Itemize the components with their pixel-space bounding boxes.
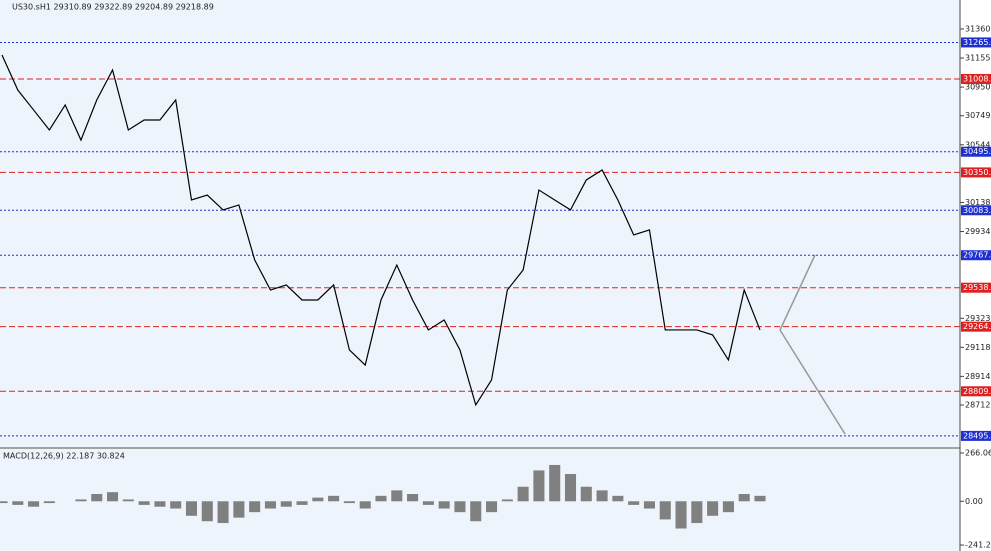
macd-bar bbox=[107, 492, 119, 502]
y-tick-label: 29323.30 bbox=[965, 314, 991, 323]
macd-bar bbox=[185, 501, 198, 516]
price-line bbox=[1, 54, 761, 407]
level-label: 29264.1 bbox=[963, 322, 991, 331]
macd-bar bbox=[28, 501, 40, 507]
macd-bar bbox=[264, 501, 276, 509]
y-tick-label: 30138.60 bbox=[965, 198, 991, 207]
macd-bar bbox=[43, 501, 55, 504]
y-tick-label: 31360.00 bbox=[965, 24, 991, 33]
chart-title: US30.sH1 29310.89 29322.89 29204.89 2921… bbox=[12, 3, 214, 12]
macd-bar bbox=[75, 499, 87, 502]
level-label: 28809.3 bbox=[963, 387, 991, 396]
macd-bar bbox=[296, 501, 308, 505]
level-label: 30495.8 bbox=[963, 147, 991, 156]
macd-bar bbox=[328, 495, 340, 502]
macd-bar bbox=[217, 501, 229, 524]
macd-bar bbox=[501, 499, 513, 502]
macd-bar bbox=[675, 501, 687, 529]
macd-bar bbox=[754, 495, 766, 502]
main-panel bbox=[0, 0, 960, 447]
macd-bar bbox=[612, 495, 624, 502]
macd-bar bbox=[738, 494, 750, 502]
macd-bar bbox=[707, 501, 719, 516]
y-tick-label: 30544.70 bbox=[965, 140, 991, 149]
level-label: 30083.7 bbox=[963, 206, 991, 215]
macd-bar bbox=[691, 501, 703, 524]
macd-title: MACD(12,26,9) 22.187 30.824 bbox=[3, 452, 125, 461]
level-label: 29538.5 bbox=[963, 283, 991, 292]
y-tick-label: 29118.70 bbox=[965, 343, 991, 352]
macd-bar bbox=[91, 494, 103, 502]
macd-bar bbox=[280, 501, 292, 507]
forecast-arrow-up bbox=[779, 254, 816, 331]
level-tag bbox=[961, 205, 991, 216]
macd-bar bbox=[486, 501, 498, 513]
macd-bar bbox=[517, 486, 529, 502]
macd-bar bbox=[596, 490, 608, 502]
macd-bar bbox=[659, 501, 671, 520]
macd-bar bbox=[249, 501, 261, 513]
macd-bar bbox=[564, 474, 577, 502]
macd-bar bbox=[454, 501, 466, 513]
macd-bar bbox=[122, 499, 134, 502]
level-tag bbox=[961, 386, 991, 397]
level-tag bbox=[961, 146, 991, 157]
macd-bar bbox=[422, 501, 434, 505]
macd-bar bbox=[170, 501, 182, 509]
level-label: 29767.1 bbox=[963, 251, 991, 260]
y-tick-label: 28914.10 bbox=[965, 372, 991, 381]
macd-bar bbox=[312, 497, 324, 502]
y-tick-label: 29934.00 bbox=[965, 227, 991, 236]
macd-bar bbox=[233, 501, 245, 518]
macd-bar bbox=[438, 501, 450, 509]
forecast-arrow-down bbox=[779, 329, 846, 435]
level-label: 28495.2 bbox=[963, 431, 991, 440]
macd-bar bbox=[643, 501, 655, 509]
level-label: 30350.1 bbox=[963, 168, 991, 177]
level-label: 31265.2 bbox=[963, 38, 991, 47]
y-tick-label: 0.00 bbox=[965, 497, 983, 506]
y-tick-label: 31155.40 bbox=[965, 54, 991, 63]
macd-bar bbox=[343, 501, 355, 504]
level-tag bbox=[961, 37, 991, 48]
level-label: 31008.0 bbox=[963, 74, 991, 83]
y-tick-label: 28712.60 bbox=[965, 401, 991, 410]
level-tag bbox=[961, 321, 991, 332]
macd-bar bbox=[12, 501, 24, 505]
macd-bar bbox=[201, 501, 213, 522]
macd-bar bbox=[533, 470, 545, 502]
macd-bar bbox=[0, 501, 8, 504]
macd-bar bbox=[628, 501, 640, 505]
y-tick-label: -241.251 bbox=[965, 541, 991, 550]
level-tag bbox=[961, 73, 991, 84]
macd-bar bbox=[580, 486, 592, 502]
level-tag bbox=[961, 430, 991, 441]
macd-bar bbox=[154, 501, 166, 507]
macd-bar bbox=[407, 494, 419, 502]
level-tag bbox=[961, 250, 991, 261]
macd-panel bbox=[0, 449, 960, 551]
macd-bar bbox=[359, 501, 371, 509]
level-tag bbox=[961, 282, 991, 293]
y-tick-label: 266.064 bbox=[965, 448, 991, 457]
level-tag bbox=[961, 167, 991, 178]
macd-bar bbox=[375, 495, 387, 502]
macd-bar bbox=[138, 501, 150, 505]
macd-bar bbox=[722, 501, 734, 513]
y-tick-label: 30749.30 bbox=[965, 111, 991, 120]
macd-bar bbox=[549, 464, 561, 502]
macd-bar bbox=[391, 490, 403, 502]
macd-bar bbox=[470, 501, 482, 522]
y-tick-label: 30950.80 bbox=[965, 83, 991, 92]
